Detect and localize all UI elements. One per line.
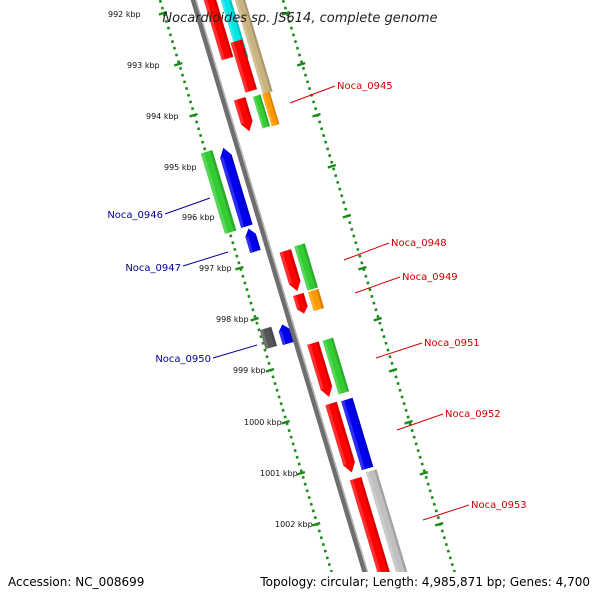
kbp-label: 998 kbp: [216, 315, 249, 324]
kbp-tick-right: [342, 213, 352, 219]
gene-cyan-bottom: [369, 591, 382, 600]
callout-line: [375, 342, 423, 359]
kbp-tick-left: [281, 419, 290, 425]
gene-blue-0950: [278, 324, 294, 346]
kbp-tick-right: [281, 10, 291, 16]
gene-callouts: Noca_0945 Noca_0946 Noca_0947 Noca_0948 Noca…: [107, 81, 527, 521]
callout-line: [182, 251, 229, 267]
gene-label: Noca_0951: [424, 338, 480, 349]
gene-green-0948: [294, 243, 318, 291]
kbp-tick-left: [158, 10, 168, 16]
gene-blue-0952: [341, 397, 374, 471]
kbp-tick-left: [235, 265, 244, 271]
gene-red-top: [201, 0, 234, 61]
genome-title: Nocardioides sp. JS614, complete genome: [162, 11, 437, 26]
scale-tracks: [158, 0, 456, 572]
gene-red-0944: [230, 39, 258, 93]
callout-line: [354, 276, 401, 294]
kbp-label: 993 kbp: [127, 61, 160, 70]
gene-features: [200, 0, 415, 600]
kbp-tick-right: [312, 112, 321, 118]
gene-red-0952: [325, 401, 355, 473]
kbp-tick-right: [404, 419, 413, 425]
scale-labels: 992 kbp 993 kbp 994 kbp 995 kbp 996 kbp 997 k…: [108, 10, 313, 529]
kbp-tick-right: [296, 61, 306, 67]
callout-line: [422, 504, 470, 521]
gene-orange-0945: [261, 91, 280, 127]
scale-track-left: [158, 0, 333, 572]
accession-text: Accession: NC_008699: [8, 575, 144, 589]
kbp-label: 997 kbp: [199, 264, 232, 273]
gene-blue-0946: [220, 147, 253, 228]
callout-line: [343, 242, 390, 261]
scale-track-right: [281, 0, 456, 572]
kbp-tick-left: [296, 470, 306, 476]
gene-label: Noca_0949: [402, 272, 458, 283]
gene-red-0951: [307, 341, 333, 397]
kbp-tick-left: [250, 316, 260, 322]
gene-label: Noca_0952: [445, 409, 501, 420]
gene-orange-0949: [307, 288, 325, 312]
gene-blue-0947: [245, 228, 261, 254]
gene-label: Noca_0945: [337, 81, 393, 92]
backbone-highlight: [195, 0, 369, 572]
kbp-tick-left: [189, 112, 198, 118]
kbp-label: 1001 kbp: [260, 469, 298, 478]
gene-label: Noca_0948: [391, 238, 447, 249]
gene-tan-top: [232, 0, 273, 95]
backbone-line: [190, 0, 367, 572]
gene-gray-0953b: [365, 469, 415, 572]
kbp-label: 1000 kbp: [244, 418, 282, 427]
callout-line: [212, 344, 258, 359]
kbp-tick-right: [373, 316, 383, 322]
kbp-label: 996 kbp: [182, 213, 215, 222]
gene-label: Noca_0946: [107, 210, 163, 221]
gene-red-0949: [293, 292, 308, 314]
kbp-tick-right: [419, 470, 429, 476]
kbp-label: 992 kbp: [108, 10, 141, 19]
kbp-tick-right: [388, 367, 398, 373]
kbp-label: 994 kbp: [146, 112, 179, 121]
kbp-tick-right: [358, 265, 367, 271]
kbp-label: 1002 kbp: [275, 520, 313, 529]
gene-label: Noca_0950: [155, 354, 211, 365]
gene-dark-0950: [259, 326, 278, 350]
gene-green-0945: [252, 94, 271, 129]
gene-red-0945: [233, 96, 253, 132]
topology-text: Topology: circular; Length: 4,985,871 bp…: [259, 575, 590, 589]
gene-red-0948: [279, 249, 301, 292]
gene-label: Noca_0953: [471, 500, 527, 511]
kbp-tick-left: [173, 61, 183, 67]
kbp-tick-right: [327, 163, 337, 169]
genome-backbone: [190, 0, 369, 572]
kbp-tick-left: [265, 367, 275, 373]
kbp-label: 995 kbp: [164, 163, 197, 172]
callout-line: [164, 197, 211, 215]
kbp-tick-left: [311, 521, 321, 527]
kbp-label: 999 kbp: [233, 366, 266, 375]
gene-green-0946: [200, 150, 237, 234]
callout-line: [396, 413, 444, 431]
kbp-tick-right: [434, 521, 444, 527]
gene-label: Noca_0947: [125, 263, 181, 274]
gene-green-0951: [322, 337, 350, 395]
gene-red-0953: [349, 476, 397, 572]
gene-blue-bottom: [385, 591, 398, 600]
callout-line: [289, 85, 336, 104]
